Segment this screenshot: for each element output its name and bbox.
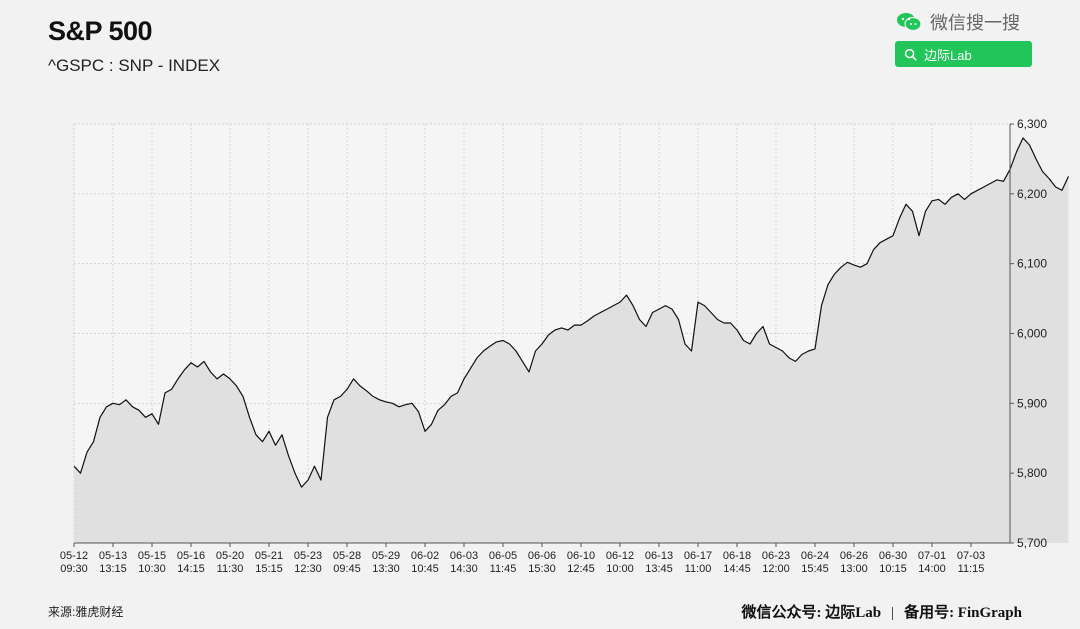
x-tick-label-date: 06-12 [606, 550, 634, 562]
x-tick-label-date: 06-13 [645, 550, 673, 562]
x-tick-label-date: 06-18 [723, 550, 751, 562]
x-tick-label-time: 15:45 [801, 563, 829, 575]
price-area [74, 138, 1069, 543]
x-tick-label-date: 06-06 [528, 550, 556, 562]
x-tick-label-time: 15:15 [255, 563, 283, 575]
x-tick-label-date: 06-05 [489, 550, 517, 562]
x-tick-label-date: 06-30 [879, 550, 907, 562]
x-tick-label-time: 13:00 [840, 563, 868, 575]
x-tick-label-date: 05-12 [60, 550, 88, 562]
x-tick-label-time: 13:15 [99, 563, 127, 575]
x-tick-label-date: 06-03 [450, 550, 478, 562]
search-account-label: 边际Lab [924, 47, 972, 63]
y-tick-label: 6,000 [1017, 327, 1047, 341]
x-tick-label-time: 14:30 [450, 563, 478, 575]
y-tick-label: 6,300 [1017, 117, 1047, 131]
wechat-search-banner[interactable]: 微信搜一搜 [896, 9, 1020, 35]
x-tick-label-time: 14:15 [177, 563, 205, 575]
chart-title: S&P 500 [48, 16, 153, 46]
y-tick-label: 6,200 [1017, 187, 1047, 201]
x-tick-label-time: 13:30 [372, 563, 400, 575]
data-source: 来源:雅虎财经 [48, 605, 124, 619]
x-tick-label-time: 09:45 [333, 563, 361, 575]
x-tick-label-time: 11:30 [217, 563, 244, 575]
wechat-search-text: 微信搜一搜 [930, 13, 1020, 33]
x-tick-label-time: 09:30 [60, 563, 88, 575]
footer-separator: | [891, 605, 895, 621]
x-tick-label-date: 06-02 [411, 550, 439, 562]
x-tick-label-time: 14:00 [918, 563, 946, 575]
x-tick-label-date: 06-24 [801, 550, 829, 562]
x-tick-label-date: 05-16 [177, 550, 205, 562]
y-tick-label: 5,900 [1017, 396, 1047, 410]
footer-credit: 微信公众号: 边际Lab | 备用号: FinGraph [741, 601, 1022, 622]
x-tick-label-date: 05-20 [216, 550, 244, 562]
x-tick-label-time: 12:30 [294, 563, 322, 575]
footer-account: 微信公众号: 边际Lab [741, 605, 882, 621]
x-tick-label-date: 07-03 [957, 550, 985, 562]
x-tick-label-time: 10:00 [606, 563, 634, 575]
x-tick-label-date: 06-10 [567, 550, 595, 562]
y-tick-label: 5,700 [1017, 536, 1047, 550]
x-tick-label-date: 07-01 [918, 550, 946, 562]
x-tick-label-date: 06-17 [684, 550, 712, 562]
x-tick-label-time: 11:00 [685, 563, 712, 575]
x-tick-label-time: 10:15 [879, 563, 907, 575]
x-tick-label-time: 14:45 [723, 563, 751, 575]
x-tick-label-time: 10:45 [411, 563, 439, 575]
x-tick-label-time: 11:15 [958, 563, 985, 575]
chart-subtitle: ^GSPC : SNP - INDEX [48, 56, 221, 75]
x-tick-label-date: 05-23 [294, 550, 322, 562]
search-icon [904, 48, 917, 60]
x-tick-label-time: 12:45 [567, 563, 595, 575]
x-tick-label-date: 05-13 [99, 550, 127, 562]
x-tick-label-time: 13:45 [645, 563, 673, 575]
x-tick-label-date: 06-23 [762, 550, 790, 562]
search-account-button[interactable]: 边际Lab [895, 41, 1032, 67]
y-tick-label: 5,800 [1017, 466, 1047, 480]
x-tick-label-date: 05-21 [255, 550, 283, 562]
y-tick-label: 6,100 [1017, 257, 1047, 271]
x-tick-label-time: 12:00 [762, 563, 790, 575]
x-tick-label-time: 10:30 [138, 563, 166, 575]
x-tick-label-date: 05-15 [138, 550, 166, 562]
price-line [73, 137, 1070, 488]
wechat-icon [896, 12, 922, 32]
x-tick-label-date: 05-28 [333, 550, 361, 562]
x-tick-label-date: 06-26 [840, 550, 868, 562]
footer-backup: 备用号: FinGraph [904, 605, 1022, 621]
x-tick-label-time: 11:45 [490, 563, 517, 575]
x-tick-label-date: 05-29 [372, 550, 400, 562]
x-tick-label-time: 15:30 [528, 563, 556, 575]
